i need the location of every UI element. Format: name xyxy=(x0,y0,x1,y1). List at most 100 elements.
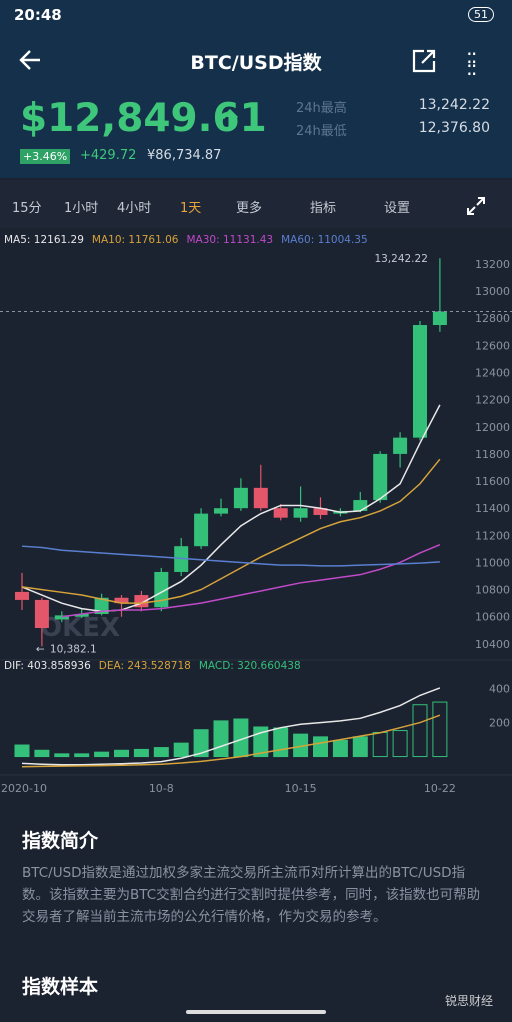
home-indicator xyxy=(186,1010,326,1014)
y-tick-label: 13200 xyxy=(475,258,510,271)
y-tick-label: 13000 xyxy=(475,285,510,298)
candle-body xyxy=(74,614,89,617)
y-tick-label: 10400 xyxy=(475,638,510,651)
macd-bar xyxy=(74,753,90,758)
legend-entry: DIF: 403.858936 xyxy=(4,660,91,672)
y-tick-label: 12000 xyxy=(475,421,510,434)
tab-bar xyxy=(0,180,512,228)
macd-bar xyxy=(273,727,289,758)
candle-body xyxy=(353,500,368,511)
y-tick-label: 12400 xyxy=(475,367,510,380)
x-tick-label: 10-15 xyxy=(285,782,317,795)
macd-bar xyxy=(94,751,110,758)
y-tick-label: 11000 xyxy=(475,556,510,569)
candle-body xyxy=(194,513,209,547)
macd-bar xyxy=(432,701,448,758)
change-pct: +3.46% xyxy=(20,149,71,164)
ma-line xyxy=(21,545,440,567)
tab[interactable]: 15分 xyxy=(12,201,42,216)
high-label: 24h最高 xyxy=(296,101,347,116)
macd-bar xyxy=(133,748,149,758)
candle-body xyxy=(413,325,427,438)
legend-entry: DEA: 243.528718 xyxy=(99,660,191,672)
ma-line xyxy=(61,543,441,618)
samples-heading: 指数样本 xyxy=(22,976,99,998)
change: +429.72 xyxy=(80,148,137,163)
tab[interactable]: 更多 xyxy=(236,201,263,216)
macd-bar xyxy=(193,729,209,758)
y-tick-label: 12800 xyxy=(475,312,510,325)
candle-body xyxy=(154,571,169,608)
y-tick-label: 12600 xyxy=(475,339,510,352)
candle-body xyxy=(373,453,388,501)
candle-body xyxy=(233,487,248,509)
legend-entry: MA60: 11004.35 xyxy=(281,234,368,246)
y-tick-label: 11800 xyxy=(475,448,510,461)
back-button[interactable] xyxy=(18,48,44,72)
low-annotation-arrow: ← xyxy=(36,643,45,655)
macd-bar xyxy=(313,736,328,758)
source-watermark: 锐思财经 xyxy=(445,994,494,1008)
top-panel xyxy=(0,0,512,178)
macd-bar xyxy=(213,720,229,758)
dea-line xyxy=(21,714,441,768)
low-value: 12,376.80 xyxy=(418,120,490,136)
y-tick-label: 10600 xyxy=(475,611,510,624)
low-annotation: 10,382.1 xyxy=(50,643,97,655)
candle-body xyxy=(15,591,29,600)
share-button[interactable] xyxy=(410,47,438,75)
ma-line xyxy=(21,404,441,613)
macd-bar xyxy=(352,736,368,758)
macd-bar xyxy=(332,739,348,758)
chart: OKEX 10400 10600 10800 11000 11200 11400 11600 1… xyxy=(0,234,512,795)
macd-bar xyxy=(14,744,30,758)
price: $12,849.61 xyxy=(20,96,267,141)
candle-body xyxy=(34,599,49,628)
y-tick-label: 400 xyxy=(489,683,510,696)
candle-body xyxy=(313,508,328,515)
macd-bar xyxy=(153,747,169,758)
legend-entry: MACD: 320.660438 xyxy=(199,660,301,672)
x-tick-label: 2020-10 xyxy=(1,782,47,795)
legend-entry: MA10: 11761.06 xyxy=(92,234,179,246)
candle-body xyxy=(94,597,109,615)
candle-body xyxy=(54,615,69,620)
tab[interactable]: 1小时 xyxy=(64,201,99,216)
ma-line xyxy=(21,458,441,604)
x-tick-label: 10-22 xyxy=(424,782,456,795)
watermark: OKEX xyxy=(40,613,120,643)
macd-bar xyxy=(114,749,129,758)
candle-body xyxy=(114,597,129,604)
grid-menu[interactable]: :::: xyxy=(466,44,478,80)
tab[interactable]: 设置 xyxy=(384,201,411,216)
page-title: BTC/USD指数 xyxy=(190,52,322,74)
legend-entry: MA5: 12161.29 xyxy=(4,234,84,246)
high-value: 13,242.22 xyxy=(418,97,490,113)
macd-bar xyxy=(173,742,189,758)
candle-body xyxy=(393,437,408,454)
candle-body xyxy=(214,508,228,514)
high-annotation: 13,242.22 xyxy=(374,253,427,265)
y-tick-label: 10800 xyxy=(475,584,510,597)
y-tick-label: 200 xyxy=(489,717,510,730)
candle-body xyxy=(273,508,288,518)
x-tick-label: 10-8 xyxy=(149,782,174,795)
candle-body xyxy=(253,487,268,509)
y-tick-label: 11600 xyxy=(475,475,510,488)
candle-body xyxy=(293,508,308,518)
candle-body xyxy=(432,311,447,326)
y-tick-label: 11200 xyxy=(475,529,510,542)
dif-line xyxy=(21,687,441,766)
y-tick-label: 11400 xyxy=(475,502,510,515)
fullscreen-button[interactable] xyxy=(466,196,486,216)
tab[interactable]: 指标 xyxy=(310,201,337,216)
tab[interactable]: 4小时 xyxy=(117,201,152,216)
cny-price: ¥86,734.87 xyxy=(147,148,222,163)
intro-body: BTC/USD指数是通过加权多家主流交易所主流币对所计算出的BTC/USD指数。… xyxy=(22,865,481,925)
macd-bar xyxy=(412,704,428,758)
battery: 51 xyxy=(468,7,494,22)
tab[interactable]: 1天 xyxy=(180,201,202,216)
intro-heading: 指数简介 xyxy=(22,830,99,852)
legend-entry: MA30: 11131.43 xyxy=(187,234,274,246)
